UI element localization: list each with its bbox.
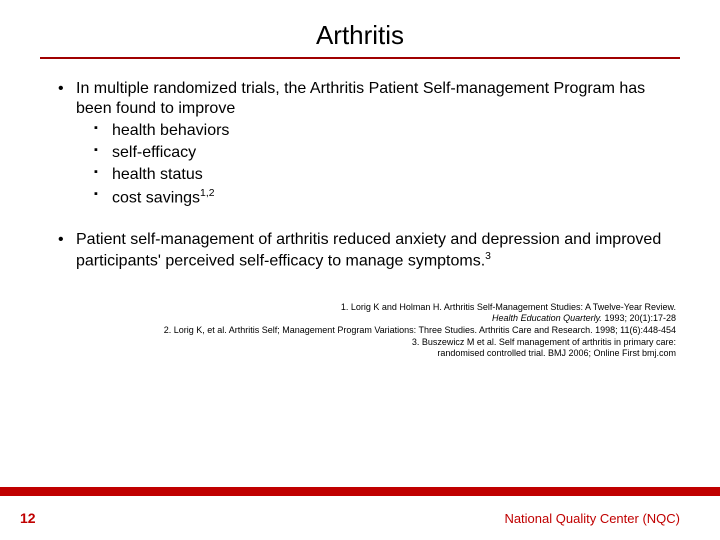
bullet-2-text: Patient self-management of arthritis red… bbox=[76, 231, 661, 269]
sub-bullet-4-text: cost savings bbox=[112, 189, 200, 206]
bullet-1-sublist: health behaviors self-efficacy health st… bbox=[76, 121, 680, 208]
ref-1-line2: Health Education Quarterly. 1993; 20(1):… bbox=[40, 313, 676, 325]
bullet-1-text: In multiple randomized trials, the Arthr… bbox=[76, 80, 645, 117]
sub-bullet-1: health behaviors bbox=[94, 121, 680, 141]
ref-3-line1: 3. Buszewicz M et al. Self management of… bbox=[40, 337, 676, 349]
bullet-list: In multiple randomized trials, the Arthr… bbox=[40, 79, 680, 272]
title-rule bbox=[40, 57, 680, 59]
references: 1. Lorig K and Holman H. Arthritis Self-… bbox=[40, 302, 680, 360]
ref-1-line1: 1. Lorig K and Holman H. Arthritis Self-… bbox=[40, 302, 676, 314]
sub-bullet-4: cost savings1,2 bbox=[94, 187, 680, 208]
slide-content: In multiple randomized trials, the Arthr… bbox=[40, 79, 680, 540]
ref-2: 2. Lorig K, et al. Arthritis Self; Manag… bbox=[40, 325, 676, 337]
organization-name: National Quality Center (NQC) bbox=[504, 511, 680, 526]
ref-3-line2: randomised controlled trial. BMJ 2006; O… bbox=[40, 348, 676, 360]
bullet-2: Patient self-management of arthritis red… bbox=[58, 230, 680, 271]
slide: Arthritis In multiple randomized trials,… bbox=[0, 0, 720, 540]
page-number: 12 bbox=[20, 510, 36, 526]
bullet-1: In multiple randomized trials, the Arthr… bbox=[58, 79, 680, 208]
ref-1-tail: 1993; 20(1):17-28 bbox=[602, 313, 676, 323]
footer-stripe bbox=[0, 487, 720, 496]
slide-title: Arthritis bbox=[40, 20, 680, 57]
sub-bullet-4-sup: 1,2 bbox=[200, 188, 214, 199]
bullet-2-sup: 3 bbox=[485, 251, 491, 262]
sub-bullet-3: health status bbox=[94, 165, 680, 185]
ref-1-journal: Health Education Quarterly. bbox=[492, 313, 602, 323]
sub-bullet-2: self-efficacy bbox=[94, 143, 680, 163]
